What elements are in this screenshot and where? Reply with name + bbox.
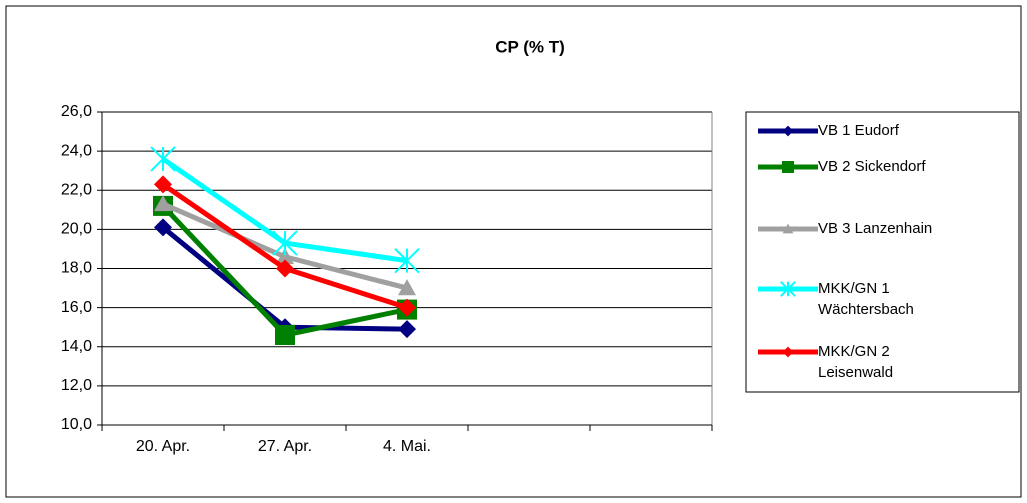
legend-label: VB 1 Eudorf xyxy=(818,122,899,139)
y-tick-label: 16,0 xyxy=(61,299,92,316)
marker xyxy=(276,247,294,264)
y-tick-label: 20,0 xyxy=(61,221,92,238)
legend-entry: MKK/GN 1 Wächtersbach xyxy=(818,280,914,318)
marker xyxy=(272,230,298,256)
marker xyxy=(275,325,295,346)
x-tick-label: 27. Apr. xyxy=(258,438,312,455)
marker xyxy=(782,125,794,137)
marker xyxy=(154,194,172,212)
y-tick-label: 12,0 xyxy=(61,377,92,394)
legend-entry: VB 2 Sickendorf xyxy=(818,158,926,175)
y-tick-label: 26,0 xyxy=(61,103,92,120)
marker xyxy=(398,279,416,296)
legend-box xyxy=(745,111,1020,393)
marker xyxy=(394,247,420,274)
marker xyxy=(276,259,294,278)
legend-label: MKK/GN 1 Wächtersbach xyxy=(818,280,914,318)
y-tick-label: 10,0 xyxy=(61,416,92,433)
legend-entry: VB 1 Eudorf xyxy=(818,122,899,139)
marker xyxy=(782,161,794,173)
marker xyxy=(782,346,794,358)
legend-label: VB 2 Sickendorf xyxy=(818,158,926,175)
y-tick-label: 14,0 xyxy=(61,338,92,355)
legend-entry: MKK/GN 2 Leisenwald xyxy=(818,343,894,381)
marker xyxy=(154,218,172,237)
legend-label: VB 3 Lanzenhain xyxy=(818,220,933,237)
legend-label: MKK/GN 2 Leisenwald xyxy=(818,343,894,381)
marker xyxy=(150,146,176,172)
legend-entry: VB 3 Lanzenhain xyxy=(818,220,933,237)
y-tick-label: 18,0 xyxy=(61,260,92,277)
y-tick-label: 24,0 xyxy=(61,142,92,159)
marker xyxy=(398,298,416,317)
y-tick-label: 22,0 xyxy=(61,181,92,198)
chart-title: CP (% T) xyxy=(495,37,565,56)
marker xyxy=(398,320,416,339)
marker xyxy=(154,175,172,194)
x-tick-label: 4. Mai. xyxy=(383,438,431,455)
marker xyxy=(782,223,794,234)
marker xyxy=(780,281,796,297)
x-tick-label: 20. Apr. xyxy=(136,438,190,455)
